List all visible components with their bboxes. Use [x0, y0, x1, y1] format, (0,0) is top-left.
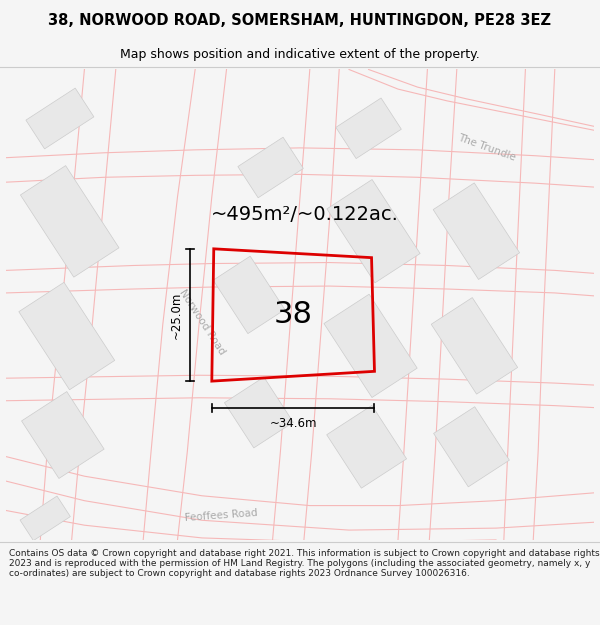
Polygon shape [20, 166, 119, 277]
Polygon shape [26, 88, 94, 149]
Text: 38: 38 [274, 300, 313, 329]
Polygon shape [22, 392, 104, 479]
Polygon shape [19, 282, 115, 390]
Text: ~34.6m: ~34.6m [269, 418, 317, 431]
Text: The Trundle: The Trundle [456, 132, 517, 163]
Polygon shape [326, 406, 407, 488]
Polygon shape [434, 407, 509, 487]
Text: Feoffees Road: Feoffees Road [185, 508, 259, 523]
Polygon shape [224, 377, 293, 448]
Polygon shape [20, 496, 70, 541]
Polygon shape [431, 298, 518, 394]
Text: Contains OS data © Crown copyright and database right 2021. This information is : Contains OS data © Crown copyright and d… [9, 549, 599, 578]
Text: Norwood Road: Norwood Road [177, 288, 227, 357]
Polygon shape [327, 179, 420, 283]
Polygon shape [433, 183, 520, 279]
Text: Map shows position and indicative extent of the property.: Map shows position and indicative extent… [120, 48, 480, 61]
Text: ~25.0m: ~25.0m [169, 291, 182, 339]
Polygon shape [213, 256, 285, 334]
Polygon shape [324, 294, 417, 398]
Text: 38, NORWOOD ROAD, SOMERSHAM, HUNTINGDON, PE28 3EZ: 38, NORWOOD ROAD, SOMERSHAM, HUNTINGDON,… [49, 12, 551, 28]
Text: ~495m²/~0.122ac.: ~495m²/~0.122ac. [211, 205, 399, 224]
Polygon shape [238, 138, 304, 198]
Polygon shape [336, 98, 401, 159]
